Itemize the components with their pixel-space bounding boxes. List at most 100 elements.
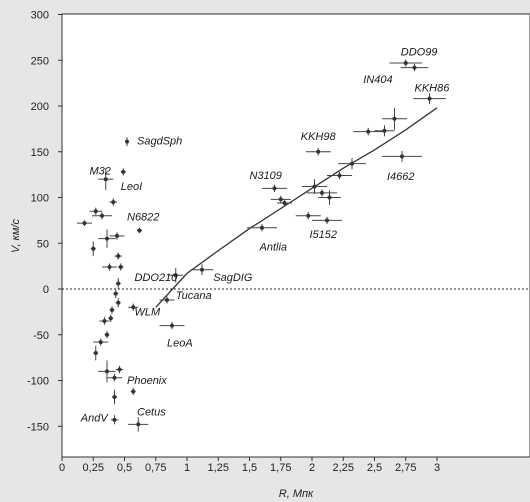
y-tick-label: 0: [43, 284, 49, 296]
galaxy-label: I4662: [387, 171, 415, 183]
galaxy-label: AndV: [80, 413, 110, 425]
data-point: [131, 305, 136, 310]
y-tick-label: 200: [31, 101, 49, 113]
data-point: [403, 60, 408, 65]
data-point: [412, 65, 417, 70]
y-tick-label: 50: [37, 238, 49, 250]
data-point: [260, 225, 264, 230]
data-point: [173, 273, 178, 278]
data-point: [136, 422, 141, 427]
data-point: [366, 129, 371, 134]
x-tick-label: 0,5: [117, 462, 132, 474]
data-point: [316, 149, 321, 154]
data-point: [105, 236, 109, 241]
x-tick-label: 1,5: [242, 462, 257, 474]
x-tick-label: 0,25: [83, 462, 104, 474]
data-point: [125, 139, 129, 144]
data-point: [137, 228, 142, 233]
y-axis-label: V, км/с: [10, 219, 22, 253]
data-point: [170, 323, 174, 328]
data-point: [118, 265, 123, 270]
galaxy-label: DDO210: [135, 272, 179, 284]
y-tick-label: 250: [31, 55, 49, 67]
galaxy-label: DDO99: [401, 47, 438, 59]
galaxy-label: LeoA: [167, 338, 193, 350]
galaxy-label: Phoenix: [127, 375, 167, 387]
y-tick-label: -50: [33, 330, 49, 342]
data-point: [111, 200, 116, 205]
data-point: [116, 281, 121, 286]
data-point: [105, 332, 109, 337]
galaxy-label: Tucana: [176, 290, 212, 302]
x-axis-label: R, Мпк: [279, 488, 314, 500]
galaxy-label: KKH98: [301, 131, 337, 143]
data-point: [320, 190, 324, 195]
data-point: [117, 367, 122, 372]
data-point: [427, 96, 432, 101]
x-tick-label: 0,75: [145, 462, 166, 474]
data-point: [110, 308, 114, 313]
data-point: [131, 389, 136, 394]
data-point: [165, 297, 169, 302]
data-point: [105, 369, 109, 374]
data-point: [108, 316, 113, 321]
data-point: [91, 246, 96, 251]
data-point: [312, 184, 317, 189]
y-tick-label: -100: [27, 376, 49, 388]
galaxy-label: Cetus: [137, 406, 166, 418]
x-tick-label: 1,75: [270, 462, 291, 474]
data-point: [112, 417, 117, 422]
galaxy-label: Antlia: [259, 242, 288, 254]
x-tick-label: 1,25: [208, 462, 229, 474]
data-point: [93, 351, 98, 356]
galaxy-label: N6822: [127, 211, 159, 223]
data-point: [327, 195, 332, 200]
x-tick-label: 3: [434, 462, 440, 474]
data-point: [102, 319, 107, 324]
data-point: [121, 169, 126, 174]
data-point: [112, 394, 117, 399]
data-point: [116, 300, 121, 305]
data-point: [325, 218, 329, 223]
data-point: [115, 233, 119, 238]
galaxy-label: LeoI: [121, 181, 142, 193]
galaxy-label: SagDIG: [213, 272, 253, 284]
data-point: [350, 161, 354, 166]
data-point: [278, 197, 283, 202]
data-point: [112, 375, 117, 380]
galaxy-label: WLM: [135, 307, 162, 319]
x-tick-label: 1: [184, 462, 190, 474]
data-point: [103, 177, 108, 182]
data-point: [282, 200, 287, 205]
data-point: [337, 173, 342, 178]
plot-area: [61, 13, 530, 458]
x-tick-label: 2,5: [367, 462, 382, 474]
data-point: [107, 265, 112, 270]
y-tick-label: 100: [31, 193, 49, 205]
data-point: [82, 221, 87, 226]
data-point: [93, 209, 98, 214]
data-point: [113, 291, 118, 296]
galaxy-label: KKH86: [415, 82, 451, 94]
x-tick-label: 0: [59, 462, 65, 474]
data-point: [98, 340, 103, 345]
y-tick-label: 300: [31, 10, 49, 22]
y-tick-label: -150: [27, 421, 49, 433]
y-tick-label: 150: [31, 147, 49, 159]
hubble-flow-curve: [155, 107, 438, 308]
x-tick-label: 2: [309, 462, 315, 474]
galaxy-label: N3109: [250, 170, 282, 182]
galaxy-label: IN404: [363, 74, 392, 86]
data-point: [306, 213, 311, 218]
data-point: [400, 154, 404, 159]
x-tick-label: 2,25: [333, 462, 354, 474]
data-point: [200, 267, 204, 272]
data-point: [116, 254, 121, 259]
x-tick-label: 2,75: [395, 462, 416, 474]
galaxy-label: M32: [90, 166, 111, 178]
data-point: [392, 116, 397, 121]
data-point: [272, 186, 277, 191]
galaxy-label: SagdSph: [137, 135, 182, 147]
galaxy-label: I5152: [310, 229, 338, 241]
